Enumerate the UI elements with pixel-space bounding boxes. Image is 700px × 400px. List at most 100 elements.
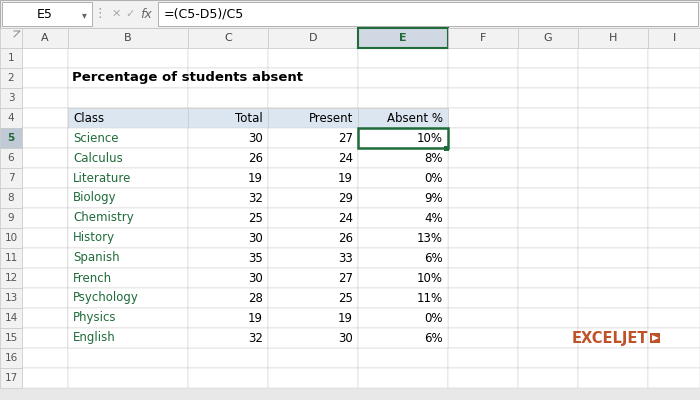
Bar xyxy=(518,148,578,168)
Bar xyxy=(448,348,518,368)
Bar xyxy=(22,128,68,148)
Bar xyxy=(578,268,648,288)
Bar xyxy=(0,108,22,128)
Bar xyxy=(68,48,188,68)
Bar xyxy=(188,188,268,208)
Bar xyxy=(188,108,268,128)
Bar xyxy=(68,288,188,308)
Bar xyxy=(68,188,188,208)
Bar xyxy=(188,228,268,248)
Text: Literature: Literature xyxy=(73,172,132,184)
Bar xyxy=(648,68,700,88)
Text: 16: 16 xyxy=(4,353,18,363)
Bar xyxy=(448,108,518,128)
Bar xyxy=(22,88,68,108)
Bar xyxy=(188,128,268,148)
Bar xyxy=(268,68,358,88)
Bar xyxy=(22,168,68,188)
Text: 9%: 9% xyxy=(424,192,443,204)
Bar xyxy=(648,168,700,188)
Bar xyxy=(268,88,358,108)
Bar xyxy=(268,188,358,208)
Text: ⋮: ⋮ xyxy=(94,8,106,20)
Polygon shape xyxy=(652,335,659,341)
Bar xyxy=(68,28,188,48)
Text: E: E xyxy=(399,33,407,43)
Bar xyxy=(448,88,518,108)
Bar xyxy=(0,208,22,228)
Bar xyxy=(448,228,518,248)
Text: 35: 35 xyxy=(248,252,263,264)
Bar xyxy=(518,108,578,128)
Bar xyxy=(0,368,22,388)
Text: 8: 8 xyxy=(8,193,14,203)
Bar xyxy=(358,188,448,208)
Bar xyxy=(188,328,268,348)
Bar xyxy=(358,328,448,348)
Bar xyxy=(268,148,358,168)
Bar xyxy=(518,288,578,308)
Text: Chemistry: Chemistry xyxy=(73,212,134,224)
Bar xyxy=(268,168,358,188)
Text: 13%: 13% xyxy=(417,232,443,244)
Text: 8%: 8% xyxy=(424,152,443,164)
Bar xyxy=(518,128,578,148)
Bar xyxy=(68,128,188,148)
Bar xyxy=(268,308,358,328)
Bar xyxy=(188,268,268,288)
Bar xyxy=(68,188,188,208)
Bar xyxy=(22,288,68,308)
Bar xyxy=(68,148,188,168)
Bar xyxy=(268,308,358,328)
Bar xyxy=(578,248,648,268)
Text: fx: fx xyxy=(140,8,152,20)
Bar xyxy=(578,368,648,388)
Bar xyxy=(268,148,358,168)
Bar xyxy=(358,308,448,328)
Bar xyxy=(0,188,22,208)
Text: ▾: ▾ xyxy=(82,10,86,20)
Bar xyxy=(68,108,188,128)
Bar xyxy=(188,248,268,268)
Text: 25: 25 xyxy=(338,292,353,304)
Bar xyxy=(68,208,188,228)
Text: 30: 30 xyxy=(248,132,263,144)
Bar xyxy=(448,368,518,388)
Bar xyxy=(268,328,358,348)
Bar xyxy=(648,88,700,108)
Bar xyxy=(578,168,648,188)
Text: 5: 5 xyxy=(8,133,15,143)
Bar xyxy=(358,108,448,128)
Bar xyxy=(648,148,700,168)
Bar xyxy=(158,2,698,26)
Text: F: F xyxy=(480,33,486,43)
Bar xyxy=(268,248,358,268)
Text: 30: 30 xyxy=(248,232,263,244)
Bar xyxy=(448,308,518,328)
Text: Absent %: Absent % xyxy=(387,112,443,124)
Text: 24: 24 xyxy=(338,152,353,164)
Bar xyxy=(0,348,22,368)
Text: 30: 30 xyxy=(338,332,353,344)
Bar xyxy=(448,168,518,188)
Bar xyxy=(188,208,268,228)
Bar xyxy=(518,28,578,48)
Bar xyxy=(188,248,268,268)
Bar xyxy=(68,248,188,268)
Bar xyxy=(188,188,268,208)
Bar xyxy=(358,148,448,168)
Bar xyxy=(578,108,648,128)
Bar xyxy=(22,248,68,268)
Text: 2: 2 xyxy=(8,73,14,83)
Bar xyxy=(650,333,660,343)
Bar xyxy=(358,288,448,308)
Bar xyxy=(518,308,578,328)
Text: 32: 32 xyxy=(248,192,263,204)
Bar xyxy=(358,168,448,188)
Text: English: English xyxy=(73,332,116,344)
Bar xyxy=(358,228,448,248)
Bar xyxy=(268,128,358,148)
Bar xyxy=(518,88,578,108)
Bar xyxy=(648,248,700,268)
Text: D: D xyxy=(309,33,317,43)
